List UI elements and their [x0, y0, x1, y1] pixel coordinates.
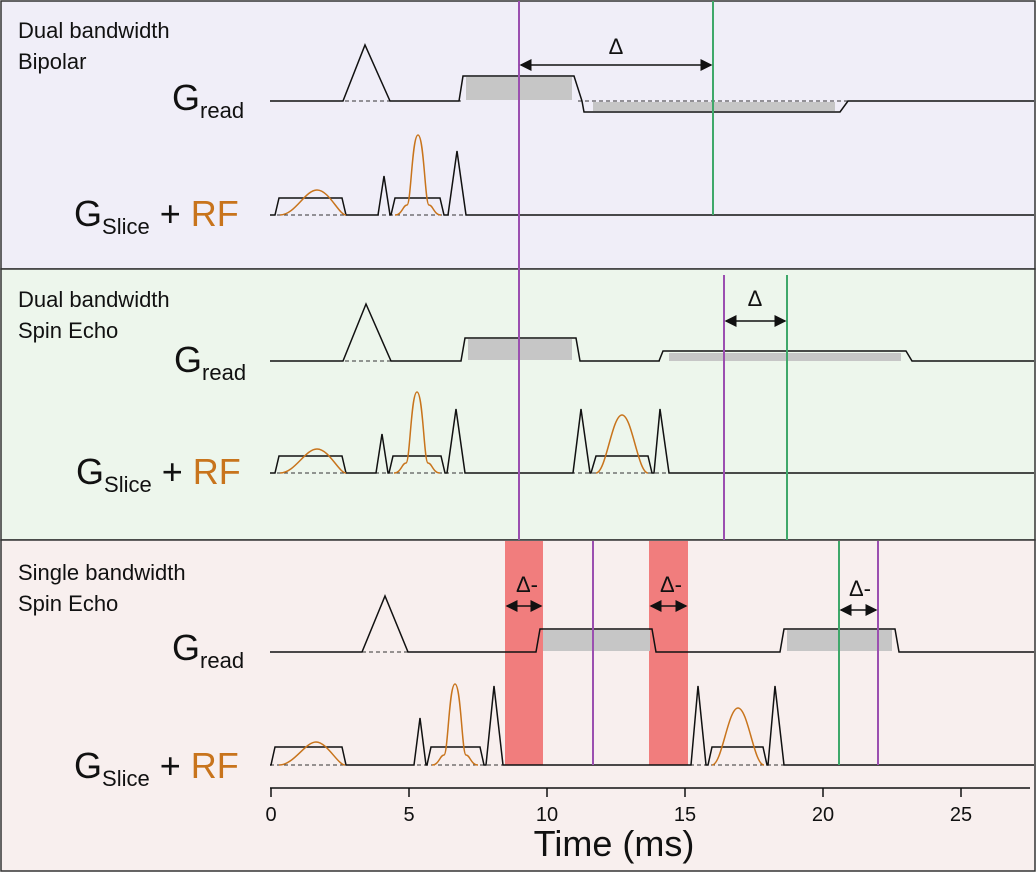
rf-pulse — [431, 683, 479, 766]
readout-window — [669, 353, 901, 361]
time-axis-tick-label: 10 — [536, 804, 558, 826]
panel-1-title-line1: Dual bandwidth — [18, 18, 170, 43]
panel-3-gslice-label: GSlice + RF — [74, 745, 239, 791]
delta-label: Δ — [748, 286, 763, 311]
panel-2-title-line1: Dual bandwidth — [18, 287, 170, 312]
panel-2-gread-label: Gread — [174, 339, 246, 385]
rf-pulse — [711, 707, 765, 766]
panel-1-title-line2: Bipolar — [18, 49, 86, 74]
panel-3-gslice-waveform — [270, 683, 1034, 766]
rf-pulse — [393, 391, 441, 474]
rf-pulse — [595, 414, 649, 474]
time-axis-tick-label: 20 — [812, 804, 834, 826]
panel-2-title-line2: Spin Echo — [18, 318, 118, 343]
panel-1-gslice-waveform — [270, 134, 1034, 216]
time-axis-tick-label: 5 — [403, 804, 414, 826]
panel-2-gslice-waveform — [270, 391, 1034, 474]
time-axis-tick-label: 0 — [265, 804, 276, 826]
rf-pulse — [278, 741, 346, 766]
panel-3-title-line2: Spin Echo — [18, 591, 118, 616]
time-axis-tick-label: 25 — [950, 804, 972, 826]
panel-2-gslice-label: GSlice + RF — [76, 451, 241, 497]
red-band-2 — [649, 541, 688, 765]
time-axis-ticks: 0 5 10 15 20 25 — [265, 788, 972, 826]
panel-3-gread-label: Gread — [172, 627, 244, 673]
readout-window — [543, 630, 650, 651]
delta-label: Δ- — [660, 572, 682, 597]
red-band-1 — [505, 541, 543, 765]
panel-1-gslice-label: GSlice + RF — [74, 193, 239, 239]
delta-label: Δ- — [849, 576, 871, 601]
delta-label: Δ — [609, 34, 624, 59]
panel-3-title-line1: Single bandwidth — [18, 560, 186, 585]
panel-1-gread-label: Gread — [172, 77, 244, 123]
time-axis-label: Time (ms) — [534, 823, 695, 864]
delta-label: Δ- — [516, 572, 538, 597]
rf-pulse — [279, 448, 347, 474]
rf-pulse — [394, 134, 442, 216]
time-axis-tick-label: 15 — [674, 804, 696, 826]
rf-pulse — [279, 189, 347, 216]
